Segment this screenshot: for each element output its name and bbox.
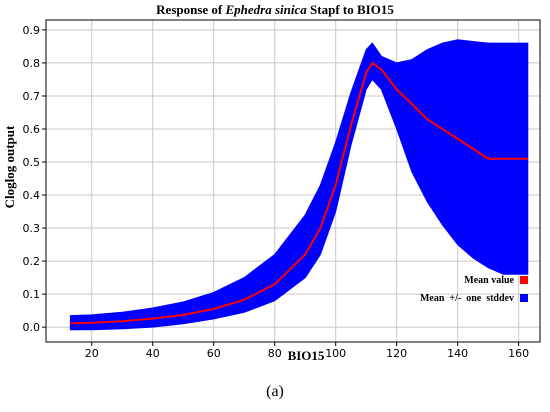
y-tick-label: 0.1 xyxy=(23,288,41,301)
mean-line xyxy=(70,61,528,325)
x-tick-label: 160 xyxy=(508,347,529,360)
plot-frame xyxy=(45,19,541,343)
y-tick-label: 0.5 xyxy=(23,156,41,169)
legend-swatch-mean xyxy=(520,276,528,284)
y-tick-label: 0.6 xyxy=(23,123,41,136)
x-axis-ticks: 20 40 60 80 100 120 140 160 xyxy=(85,342,529,360)
y-axis-ticks: 0.0 0.1 0.2 0.3 0.4 0.5 0.6 0.7 0.8 0.9 xyxy=(23,24,46,334)
y-axis-label: Cloglog output xyxy=(2,125,17,208)
x-tick-label: 40 xyxy=(146,347,160,360)
chart-title: Response of Ephedra sinica Stapf to BIO1… xyxy=(156,2,394,17)
response-chart: Response of Ephedra sinica Stapf to BIO1… xyxy=(2,2,541,363)
x-tick-label: 100 xyxy=(325,347,346,360)
legend-swatch-stddev xyxy=(520,294,528,302)
y-tick-label: 0.4 xyxy=(23,189,41,202)
figure-caption: (a) xyxy=(266,383,284,400)
legend: Mean value Mean +/- one stddev xyxy=(420,275,528,304)
y-tick-label: 0.2 xyxy=(23,255,41,268)
legend-label-stddev: Mean +/- one stddev xyxy=(420,293,514,304)
stddev-band-area xyxy=(69,39,529,331)
y-tick-label: 0.9 xyxy=(23,24,41,37)
x-tick-label: 80 xyxy=(268,347,282,360)
y-tick-label: 0.0 xyxy=(23,321,41,334)
x-axis-label: BIO15 xyxy=(288,348,325,363)
stddev-band xyxy=(69,39,529,331)
legend-label-mean: Mean value xyxy=(464,275,514,286)
mean-value-line xyxy=(70,61,528,325)
y-tick-label: 0.3 xyxy=(23,222,41,235)
y-tick-label: 0.7 xyxy=(23,90,41,103)
x-tick-label: 60 xyxy=(207,347,221,360)
x-tick-label: 140 xyxy=(447,347,468,360)
x-tick-label: 120 xyxy=(386,347,407,360)
x-tick-label: 20 xyxy=(85,347,99,360)
y-tick-label: 0.8 xyxy=(23,57,41,70)
